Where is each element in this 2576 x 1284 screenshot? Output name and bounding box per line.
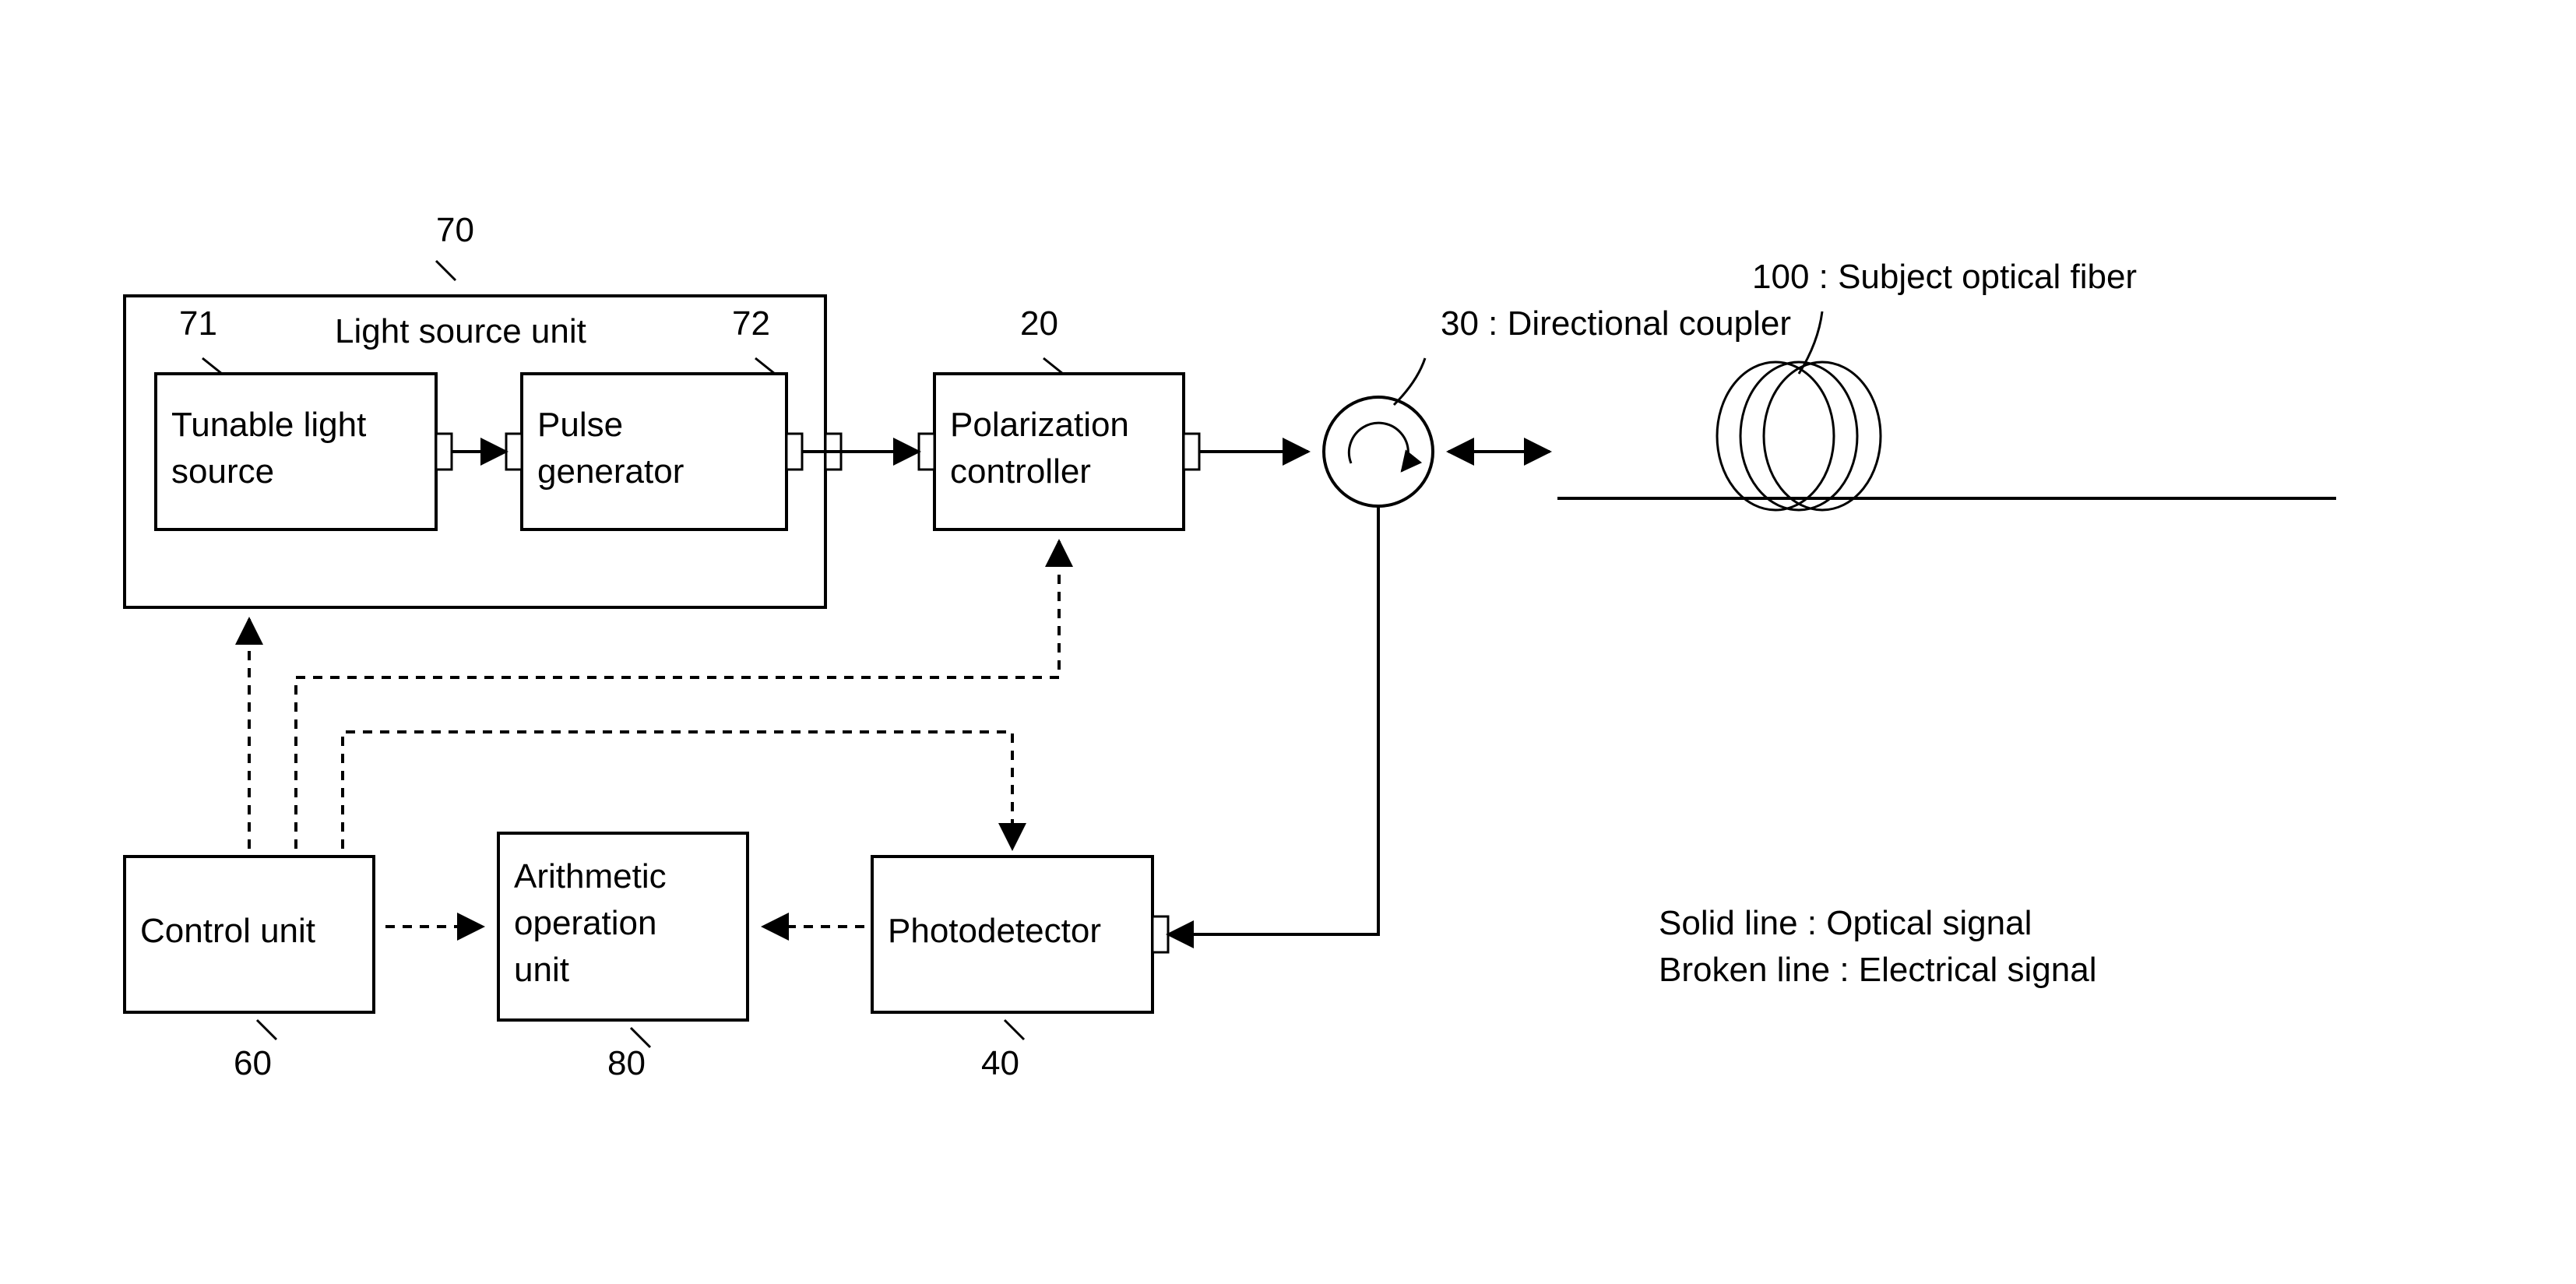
- optical-port: [436, 434, 452, 470]
- coupler-leader-line: [1394, 358, 1425, 405]
- photodetector-id: 40: [981, 1044, 1019, 1082]
- pulse-generator-label1: Pulse: [537, 406, 623, 444]
- fiber-coil-icon: [1740, 362, 1857, 510]
- light-source-unit-id: 70: [436, 211, 474, 249]
- arithmetic-unit-label1: Arithmetic: [514, 857, 667, 895]
- electrical-link: [343, 732, 1012, 849]
- pulse-generator-box: [522, 374, 787, 529]
- directional-coupler-label: 30 : Directional coupler: [1441, 304, 1791, 343]
- optical-port: [919, 434, 934, 470]
- directional-coupler-icon: [1324, 397, 1433, 506]
- arithmetic-unit-id: 80: [607, 1044, 646, 1082]
- tunable-light-source-label1: Tunable light: [171, 406, 366, 444]
- fiber-label: 100 : Subject optical fiber: [1752, 258, 2137, 296]
- fiber-coil-icon: [1764, 362, 1881, 510]
- control-unit-id: 60: [234, 1044, 272, 1082]
- polarization-controller-label1: Polarization: [950, 406, 1129, 444]
- arithmetic-unit-label3: unit: [514, 951, 569, 989]
- legend-dashed: Broken line : Electrical signal: [1659, 951, 2096, 989]
- tunable-light-source-box: [156, 374, 436, 529]
- optical-port: [1184, 434, 1199, 470]
- pulse-generator-id: 72: [732, 304, 770, 343]
- polarization-controller-id: 20: [1020, 304, 1058, 343]
- optical-port: [787, 434, 802, 470]
- arithmetic-unit-label2: operation: [514, 904, 656, 942]
- polarization-controller-box: [934, 374, 1184, 529]
- tunable-light-source-label2: source: [171, 452, 274, 491]
- tunable-light-source-id: 71: [179, 304, 217, 343]
- light-source-unit-title: Light source unit: [335, 312, 586, 350]
- optical-port: [1153, 916, 1168, 952]
- legend-solid: Solid line : Optical signal: [1659, 904, 2032, 942]
- optical-link: [1168, 506, 1378, 934]
- diagram-canvas: Light source unit 70 Tunable light source 71…: [0, 0, 2576, 1284]
- optical-port: [506, 434, 522, 470]
- control-unit-label: Control unit: [140, 912, 315, 950]
- photodetector-label: Photodetector: [888, 912, 1101, 950]
- polarization-controller-label2: controller: [950, 452, 1091, 491]
- fiber-coil-icon: [1717, 362, 1834, 510]
- pulse-generator-label2: generator: [537, 452, 684, 491]
